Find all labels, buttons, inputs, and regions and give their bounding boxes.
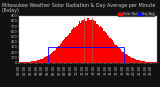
Text: Milwaukee Weather Solar Radiation & Day Average per Minute (Today): Milwaukee Weather Solar Radiation & Day … — [2, 3, 155, 13]
Legend: Solar Rad, Day Avg: Solar Rad, Day Avg — [118, 12, 155, 17]
